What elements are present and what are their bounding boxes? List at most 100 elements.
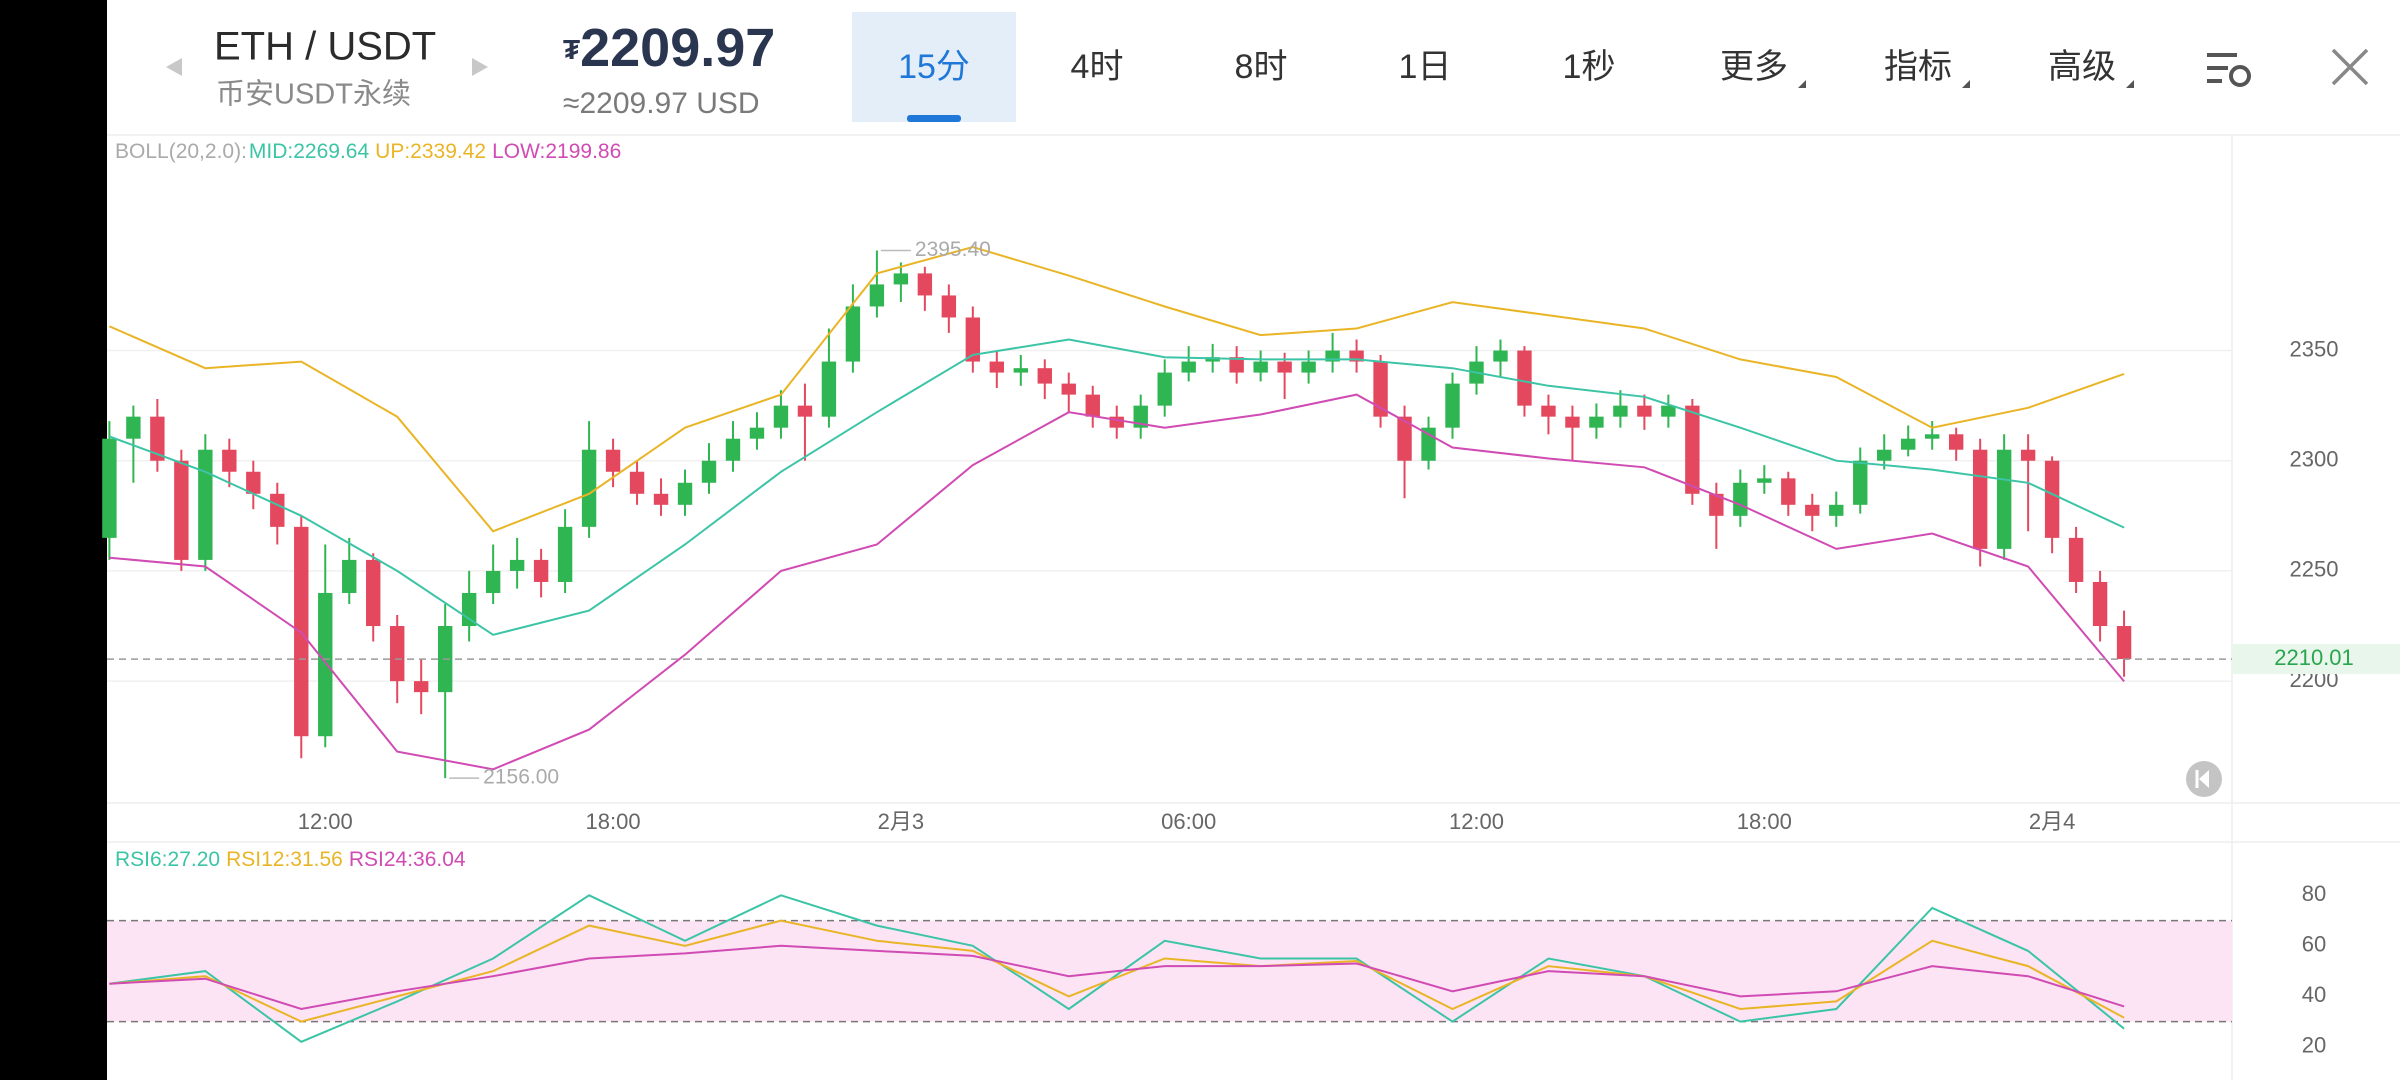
candle-body	[2116, 626, 2132, 660]
candle-body	[150, 416, 165, 461]
legend-entry: RSI24:36.04	[349, 848, 466, 871]
candle-body	[629, 471, 645, 494]
candle-body	[749, 427, 765, 439]
candle-body	[1205, 357, 1220, 362]
candle-body	[222, 449, 237, 472]
candle-body	[390, 626, 405, 682]
candle-body	[1853, 460, 1868, 505]
active-tab-bg	[852, 12, 1016, 122]
candle-body	[773, 405, 789, 428]
rsi-band	[107, 920, 2232, 1022]
candle-body	[485, 570, 501, 593]
candle-body	[1685, 405, 1700, 494]
next-arrow[interactable]	[472, 58, 488, 76]
candle-body	[1157, 372, 1172, 406]
close-icon[interactable]	[2331, 48, 2369, 86]
candle-body	[413, 681, 429, 693]
candle-body	[198, 449, 213, 560]
candle-body	[2020, 449, 2036, 461]
tab[interactable]: 15分	[898, 48, 970, 86]
settings-icon[interactable]	[2207, 53, 2251, 87]
candle-body	[557, 526, 573, 582]
tab[interactable]: 1日	[1399, 48, 1452, 86]
reset-button[interactable]	[2186, 761, 2222, 797]
prev-arrow[interactable]	[166, 58, 182, 76]
candle-body	[941, 295, 957, 318]
candle-body	[1373, 361, 1388, 417]
legend-entry: UP:2339.42	[375, 140, 486, 163]
candle-body	[893, 273, 909, 285]
market: 币安USDT永续	[216, 78, 411, 111]
tabs: 15分 4时 8时 1日 1秒 更多 指标 高级	[852, 12, 2134, 122]
candle-body	[1709, 493, 1724, 516]
candle-body	[1661, 405, 1676, 417]
tab[interactable]: 高级	[2048, 48, 2116, 86]
x-tick-label: 12:00	[1449, 809, 1504, 834]
candle-body	[1085, 394, 1100, 417]
candle-body	[677, 482, 693, 505]
candle-body	[1325, 350, 1340, 362]
candle-body	[1613, 405, 1628, 417]
dropdown-caret	[1798, 80, 1806, 88]
candle-body	[1805, 504, 1820, 516]
candle-body	[1181, 361, 1196, 373]
candle-body	[366, 559, 381, 627]
boll-line	[108, 245, 2125, 533]
candle-body	[1301, 361, 1316, 373]
tab[interactable]: 4时	[1071, 48, 1124, 86]
candle-body	[2068, 537, 2084, 582]
candle-body	[1781, 478, 1796, 505]
tab[interactable]: 1秒	[1563, 48, 1616, 86]
tab[interactable]: 更多	[1720, 48, 1788, 86]
candle-body	[797, 405, 813, 417]
candle-body	[102, 438, 117, 538]
candle-body	[1109, 416, 1124, 428]
candle-body	[174, 460, 189, 560]
candle-body	[1133, 405, 1148, 428]
legend-entry: MID:2269.64	[249, 140, 370, 163]
tab[interactable]: 指标	[1884, 48, 1952, 86]
candle-body	[2044, 460, 2060, 538]
price-value: 2209.97	[580, 18, 775, 78]
candle-body	[653, 493, 669, 505]
legend: RSI6:27.20 RSI12:31.56 RSI24:36.04	[115, 848, 466, 871]
candle-body	[1445, 383, 1460, 428]
candle-body	[821, 361, 837, 417]
candle-body	[1253, 361, 1268, 373]
price: ₮2209.97	[563, 18, 775, 78]
dropdown-caret	[2126, 80, 2134, 88]
legend-entry: RSI6:27.20	[115, 848, 220, 871]
candle-body	[1948, 434, 1964, 450]
y-tick-label: 80	[2302, 881, 2326, 906]
legend: BOLL(20,2.0):MID:2269.64 UP:2339.42 LOW:21…	[115, 140, 621, 163]
candle-body	[1637, 405, 1652, 417]
candle-body	[1037, 368, 1052, 384]
candle-body	[318, 592, 333, 737]
rsi-line	[109, 894, 2125, 1043]
candle-body	[1996, 449, 2012, 549]
y-tick-label: 60	[2302, 932, 2326, 957]
rsi-chart: 20 40 60 80 RSI6:27.20 RSI12:31.56 RSI24:36.04	[107, 848, 2326, 1058]
candle-body	[1349, 350, 1364, 362]
symbol: ETH / USDT	[214, 25, 436, 69]
candle-body	[1925, 434, 1940, 439]
candle-body	[1972, 449, 1988, 549]
x-tick-label: 18:00	[586, 809, 641, 834]
legend-title: BOLL(20,2.0):	[115, 140, 247, 163]
candle-body	[509, 559, 525, 571]
y-tick-label: 2350	[2290, 336, 2339, 361]
y-tick-label: 2250	[2290, 557, 2339, 582]
candle-body	[270, 493, 285, 527]
candle-body	[1877, 449, 1892, 461]
tab[interactable]: 8时	[1235, 48, 1288, 86]
candle-body	[533, 559, 549, 582]
candle-body	[1589, 416, 1604, 428]
candle-body	[1757, 478, 1772, 483]
y-tick-label: 20	[2302, 1033, 2326, 1058]
candle-body	[965, 317, 981, 362]
x-tick-label: 06:00	[1161, 809, 1216, 834]
candle-body	[126, 416, 141, 439]
